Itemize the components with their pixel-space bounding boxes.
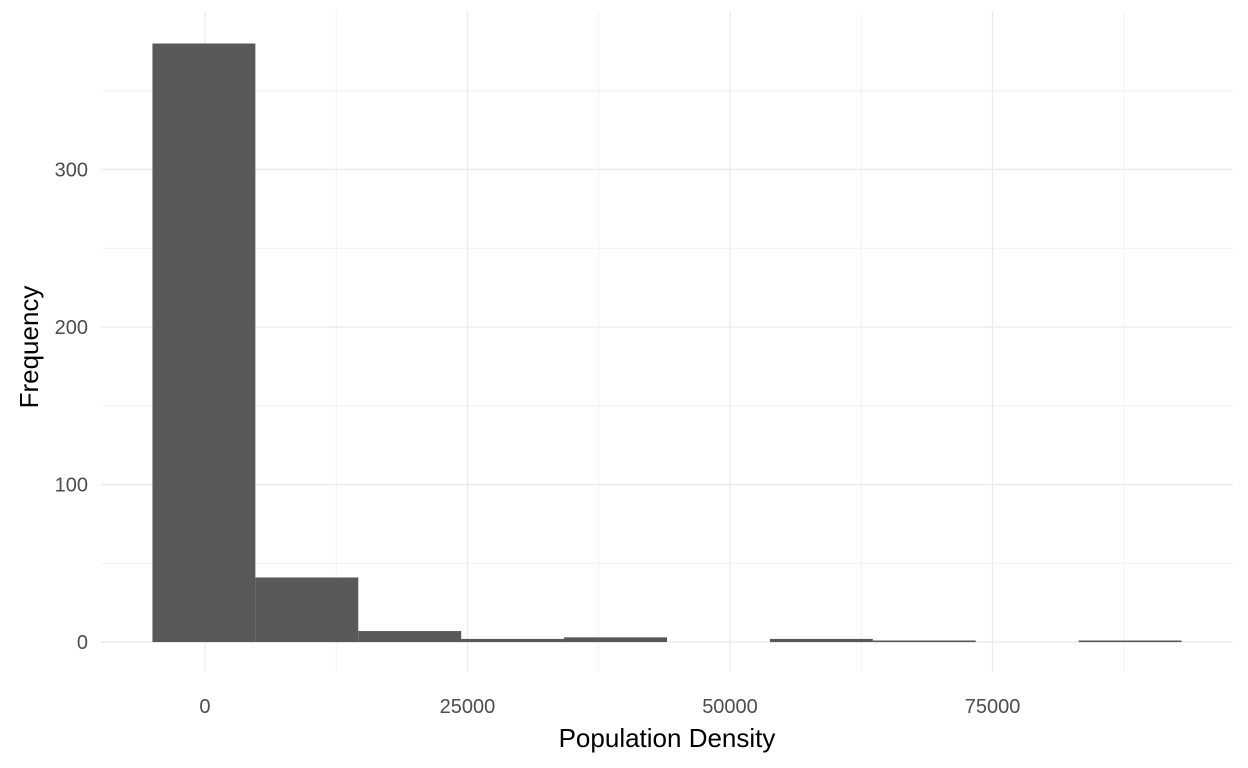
major-gridlines (101, 12, 1233, 672)
x-tick-label: 75000 (965, 696, 1021, 718)
histogram-bar-1 (152, 43, 256, 643)
histogram-bar-8 (872, 640, 976, 643)
histogram-bar-2 (255, 577, 359, 643)
histogram-bars (152, 43, 1182, 643)
histogram-bar-7 (769, 638, 873, 643)
histogram-bar-5 (564, 637, 667, 643)
y-tick-label: 200 (55, 317, 88, 339)
histogram-bar-4 (461, 638, 565, 643)
histogram-bar-3 (358, 631, 462, 643)
x-tick-label: 0 (199, 696, 210, 718)
x-tick-label: 25000 (440, 696, 496, 718)
y-axis-tick-labels: 0 100 200 300 (55, 160, 88, 655)
y-tick-label: 100 (55, 475, 88, 497)
y-tick-label: 300 (55, 160, 88, 182)
minor-gridlines (101, 12, 1233, 672)
x-axis-tick-labels: 0 25000 50000 75000 (199, 696, 1020, 718)
y-tick-label: 0 (77, 632, 88, 654)
x-tick-label: 50000 (702, 696, 758, 718)
histogram-bar-10 (1078, 640, 1182, 643)
y-axis-title: Frequency (14, 286, 44, 409)
x-axis-title: Population Density (559, 723, 776, 753)
